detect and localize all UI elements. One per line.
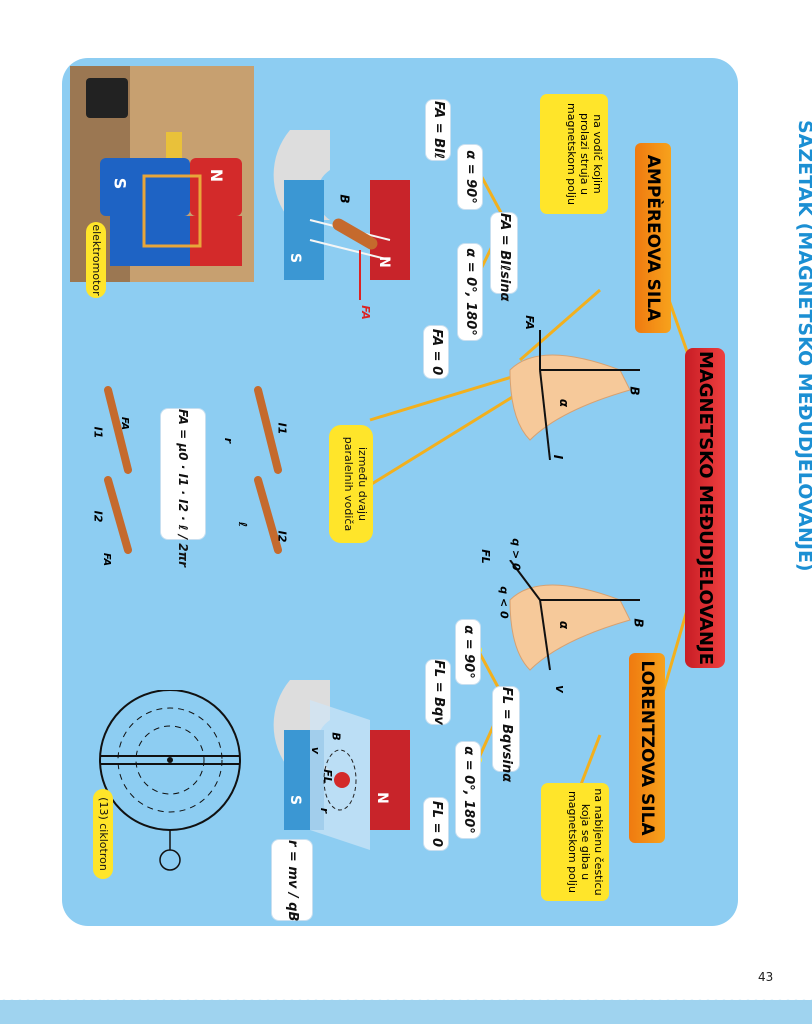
parallel-i2: I2 xyxy=(91,510,105,523)
parallel-l: ℓ xyxy=(236,521,250,528)
lorentz-formula: FL = Bqvsinα xyxy=(493,687,519,782)
lorentz-magnet-illustration xyxy=(273,680,410,850)
parallel-i2-top: I2 xyxy=(275,530,289,543)
lorentz-case-0: α = 0°, 180° xyxy=(456,742,480,838)
lorentz-hand-q-neg: q < 0 xyxy=(497,586,511,619)
ampere-title-box: AMPÈREOVA SILA xyxy=(635,143,671,333)
ampere-hand-illustration xyxy=(509,330,640,460)
ampere-case-0: α = 0°, 180° xyxy=(458,244,482,340)
lorentz-magnet-n: N xyxy=(373,792,390,804)
ampere-magnet-fa: FA xyxy=(358,305,372,320)
ampere-magnet-illustration xyxy=(273,130,410,300)
lorentz-magnet-v: v xyxy=(309,746,323,755)
lorentz-hand-alpha: α xyxy=(557,620,572,630)
lorentz-magnet-s: S xyxy=(287,794,304,806)
parallel-conductors-illustration xyxy=(104,386,282,554)
radius-formula: r = mv / qB xyxy=(272,840,312,921)
cyclotron-label: (13) ciklotron xyxy=(93,789,113,879)
parallel-i1-top: I1 xyxy=(275,422,289,435)
ampere-case-0-result: FA = 0 xyxy=(424,326,448,378)
photo-magnet-n: N xyxy=(207,168,227,183)
ampere-hand-i: I xyxy=(551,454,566,460)
ampere-formula: FA = BIℓsinα xyxy=(491,213,517,301)
ampere-magnet-b: B xyxy=(337,194,352,204)
lorentz-magnet-r: r xyxy=(318,807,332,814)
page-footer-wave xyxy=(0,996,812,1004)
ampere-description: na vodič kojim prolazi struja u magnetsk… xyxy=(540,94,608,214)
lorentz-case-90: α = 90° xyxy=(456,620,480,684)
parallel-r: r xyxy=(222,437,236,444)
ampere-magnet-s: S xyxy=(287,252,304,264)
parallel-conductors-desc: između dvaju paralelnih vodiča xyxy=(329,425,373,543)
lorentz-hand-fl: FL xyxy=(478,549,492,564)
ampere-hand-b: B xyxy=(627,386,642,396)
ampere-hand-alpha: α xyxy=(557,398,572,408)
lorentz-description: na nabijenu česticu koja se giba u magne… xyxy=(541,783,609,901)
parallel-i1: I1 xyxy=(91,426,105,439)
ampere-hand-fa: FA xyxy=(522,315,536,330)
cyclotron-illustration xyxy=(99,690,241,871)
lorentz-hand-illustration xyxy=(509,560,640,671)
electromotor-illustration xyxy=(70,66,254,282)
page-number: 43 xyxy=(758,970,774,984)
ampere-case-90: α = 90° xyxy=(458,145,482,209)
center-topic-box: MAGNETSKO MEĐUDJELOVANJE xyxy=(685,348,725,668)
photo-magnet-s: S xyxy=(110,177,130,190)
parallel-fa-2: FA xyxy=(101,552,113,567)
ampere-magnet-n: N xyxy=(375,256,392,268)
page-footer-band xyxy=(0,1000,812,1024)
lorentz-magnet-b: B xyxy=(329,732,343,741)
lorentz-hand-v: v xyxy=(552,685,567,693)
lorentz-hand-q-pos: q > 0 xyxy=(509,538,523,571)
parallel-fa-1: FA xyxy=(119,416,131,431)
lorentz-magnet-fl: FL xyxy=(320,769,334,784)
lorentz-hand-b: B xyxy=(631,618,646,628)
electromotor-label: elektromotor xyxy=(86,222,106,298)
